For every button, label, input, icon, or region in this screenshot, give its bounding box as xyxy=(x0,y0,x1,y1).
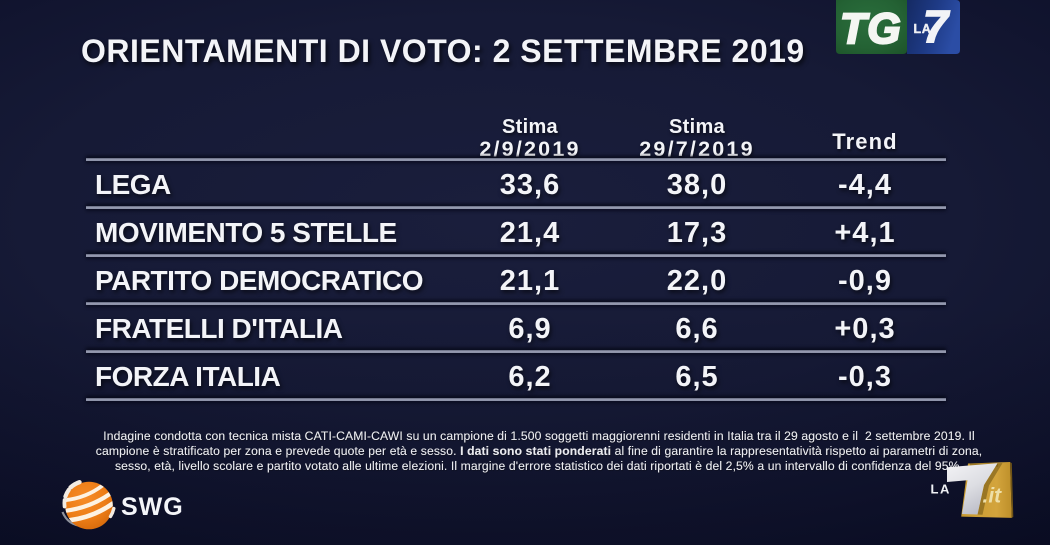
svg-text:TG: TG xyxy=(840,5,902,53)
svg-text:.it: .it xyxy=(983,485,1003,508)
svg-text:7: 7 xyxy=(923,1,950,52)
svg-text:SWG: SWG xyxy=(121,493,184,521)
svg-text:LA: LA xyxy=(914,22,932,36)
svg-text:LA: LA xyxy=(931,482,952,497)
